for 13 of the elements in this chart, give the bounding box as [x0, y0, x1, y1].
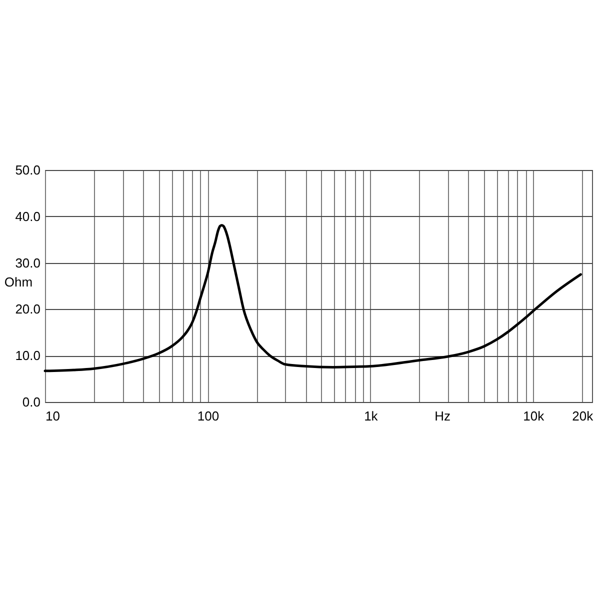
x-tick-label: 1k — [364, 408, 378, 424]
y-axis-title: Ohm — [4, 274, 33, 290]
x-axis-title: Hz — [434, 408, 450, 424]
y-tick-label: 20.0 — [15, 302, 40, 317]
x-tick-label: 10 — [46, 408, 60, 424]
x-tick-label: 10k — [523, 408, 545, 424]
y-tick-label: 40.0 — [15, 208, 40, 224]
y-tick-label: 0.0 — [22, 394, 40, 410]
x-tick-label: 20k — [572, 408, 594, 424]
y-tick-label: 30.0 — [15, 255, 40, 270]
y-tick-label: 50.0 — [15, 162, 40, 178]
y-tick-label: 10.0 — [15, 348, 40, 364]
x-tick-label: 100 — [197, 408, 220, 424]
